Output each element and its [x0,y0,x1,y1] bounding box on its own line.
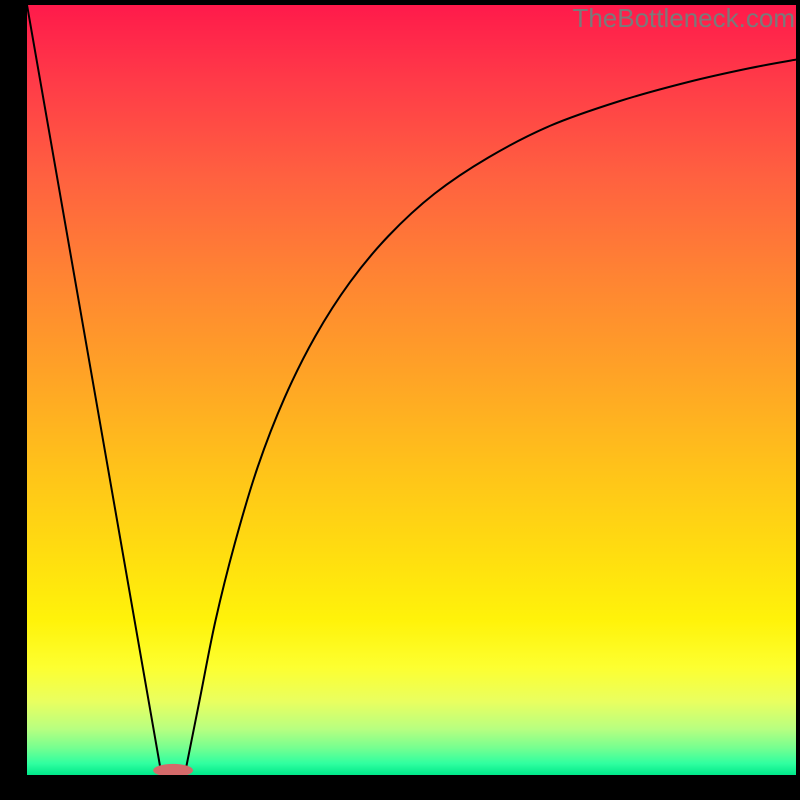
chart-canvas: TheBottleneck.com [0,0,800,800]
plot-area [27,5,796,775]
valley-marker [153,764,193,775]
marker-layer [27,5,796,775]
watermark-text: TheBottleneck.com [572,3,795,34]
